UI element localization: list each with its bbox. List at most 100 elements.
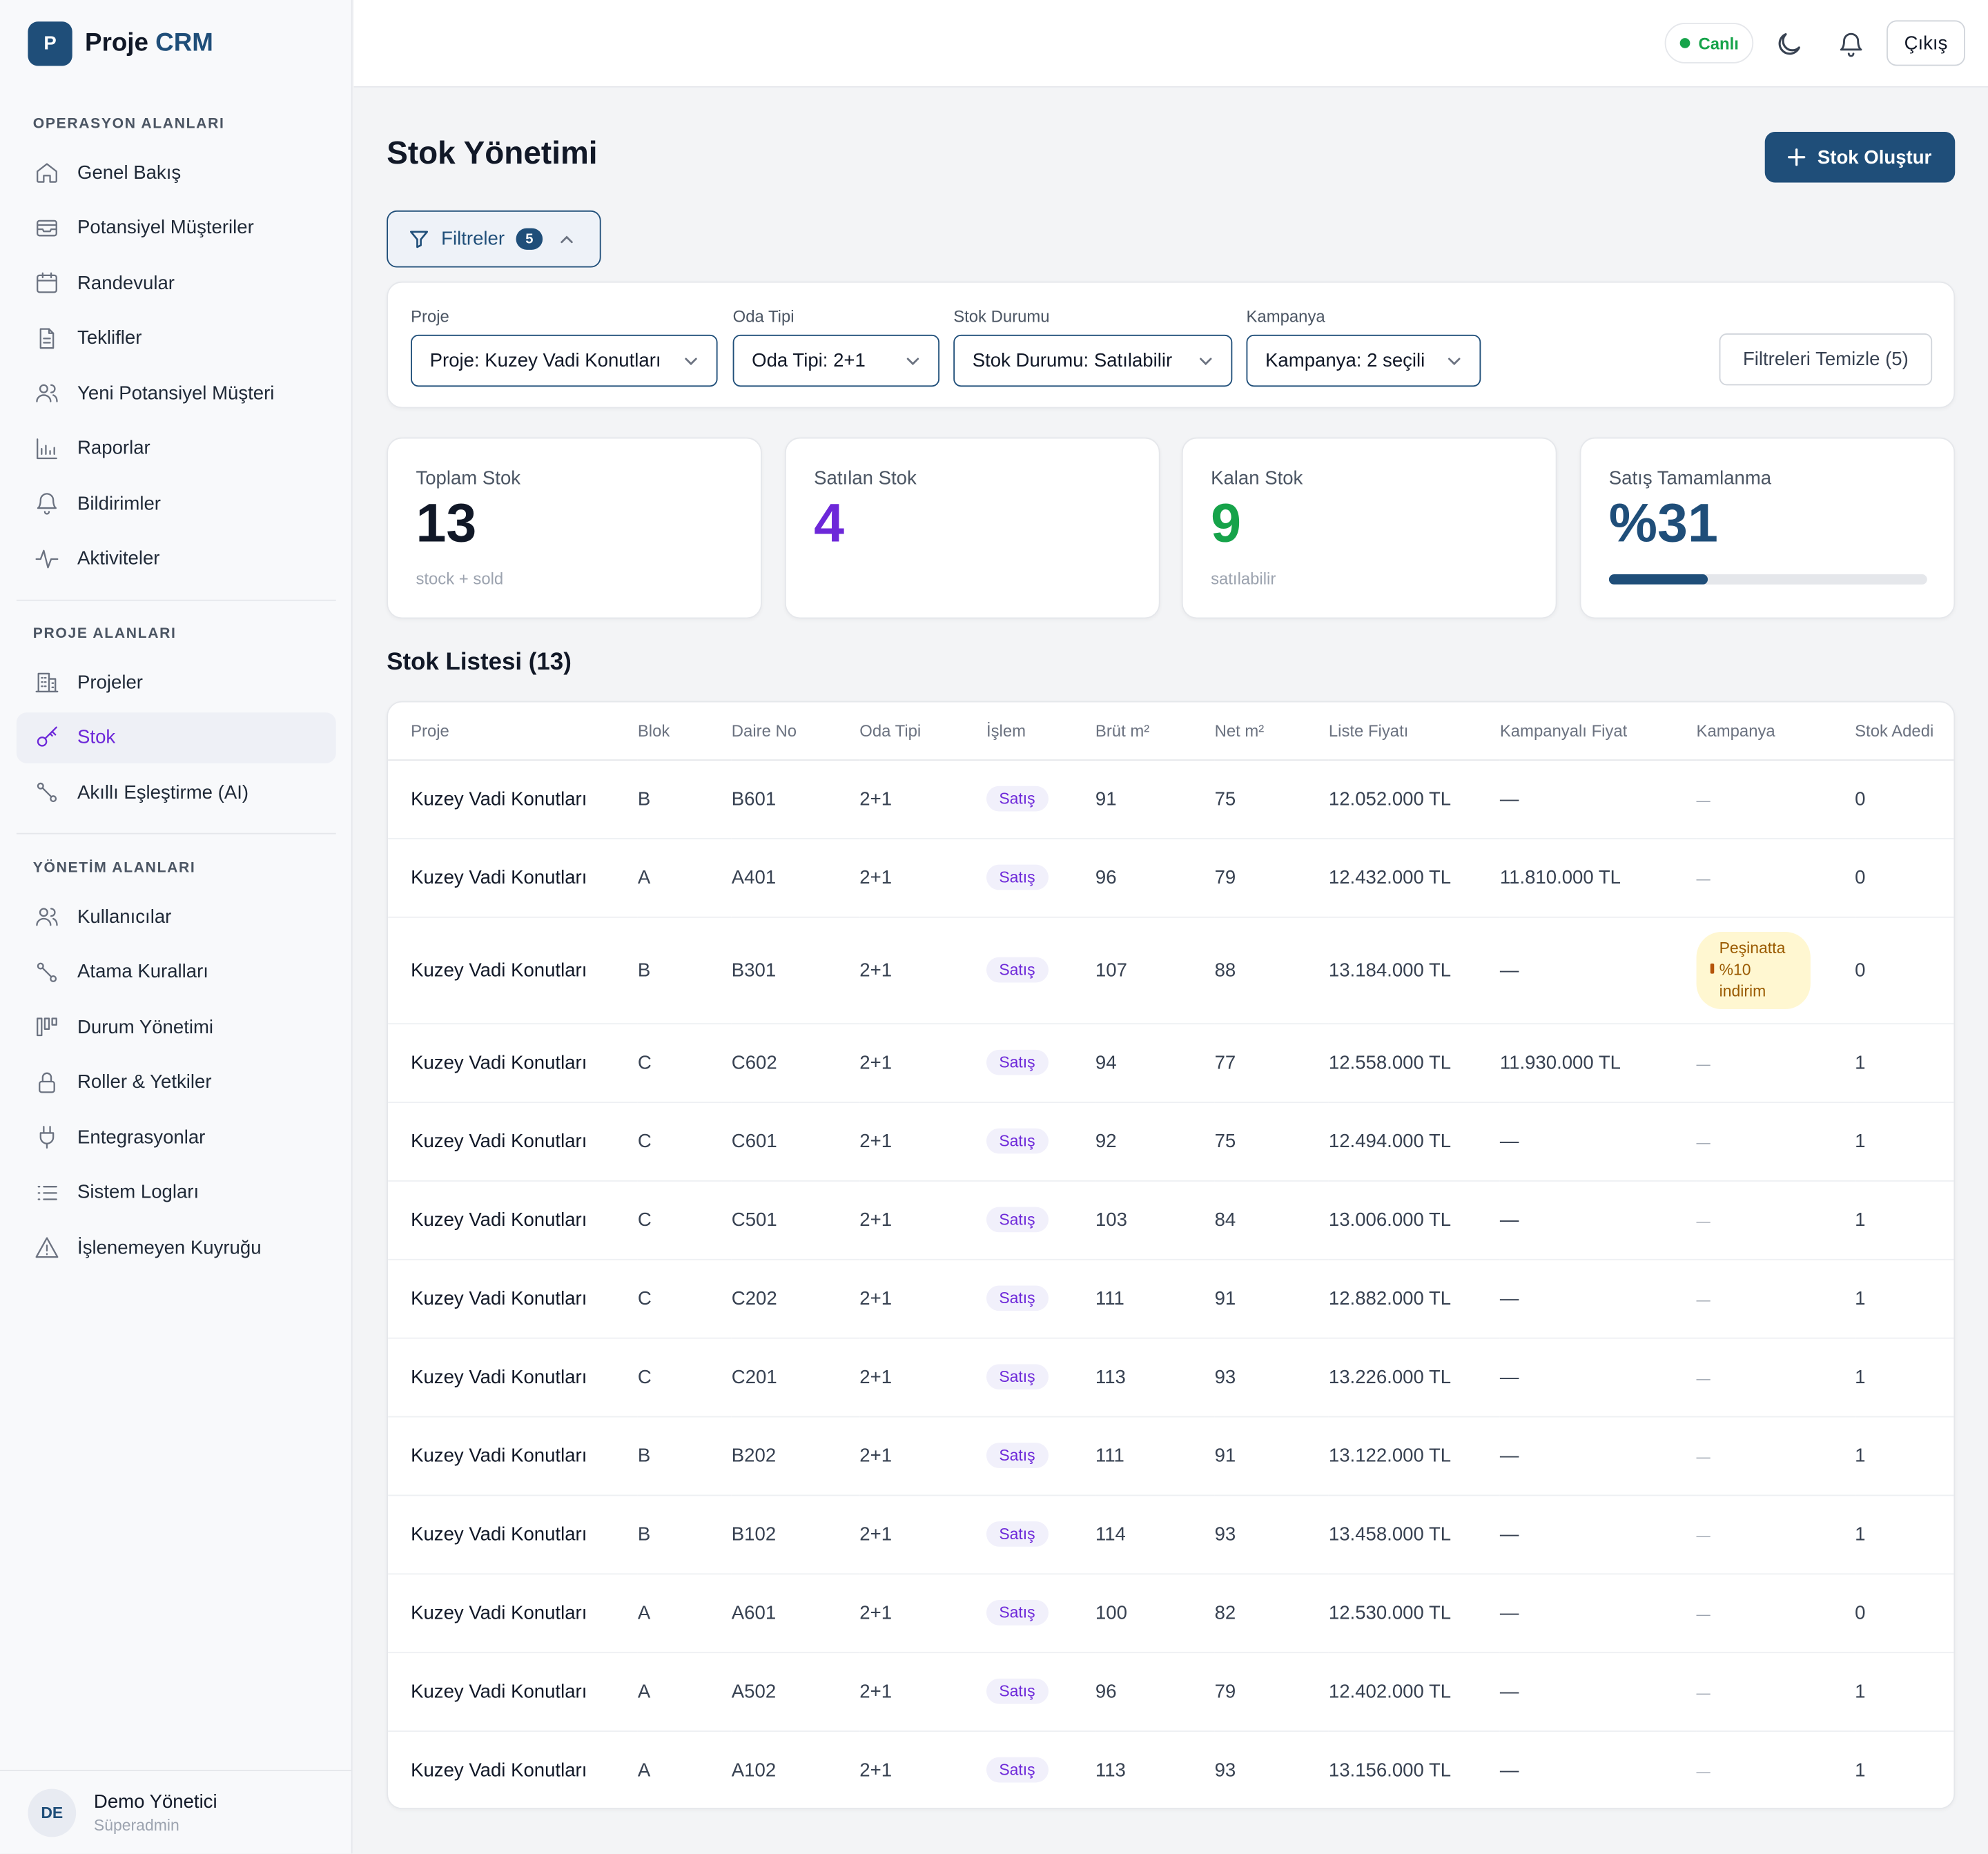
- sidebar-item-teklifler[interactable]: Teklifler: [17, 313, 336, 363]
- notification-bell-icon[interactable]: [1837, 29, 1864, 59]
- operation-badge: Satış: [986, 1678, 1049, 1704]
- moon-icon[interactable]: [1774, 29, 1804, 59]
- cell-project-text: Kuzey Vadi Konutları: [411, 1523, 587, 1545]
- sidebar-item-genel-bakış[interactable]: Genel Bakış: [17, 147, 336, 197]
- cell-gross-area-text: 107: [1095, 959, 1127, 981]
- cell-net-area: 93: [1214, 1494, 1329, 1574]
- table-row[interactable]: Kuzey Vadi Konutları B B301 2+1 Satış 107 88 13…: [388, 916, 1954, 1024]
- cell-unit-no-text: C602: [731, 1051, 777, 1073]
- sidebar-item-label: Akıllı Eşleştirme (AI): [77, 781, 249, 803]
- table-row[interactable]: Kuzey Vadi Konutları A A502 2+1 Satış 96 79 12.…: [388, 1652, 1954, 1732]
- cell-project-text: Kuzey Vadi Konutları: [411, 1287, 587, 1309]
- column-header[interactable]: Brüt m²: [1095, 702, 1215, 761]
- cell-stock-count: 1: [1855, 1180, 1954, 1260]
- logout-button[interactable]: Çıkış: [1887, 20, 1965, 66]
- stock-status-select[interactable]: Stok Durumu: Satılabilir: [953, 334, 1233, 387]
- brand[interactable]: P Proje CRM: [28, 21, 213, 66]
- sidebar-item-roller-yetkiler[interactable]: Roller & Yetkiler: [17, 1057, 336, 1107]
- column-header[interactable]: Blok: [637, 702, 732, 761]
- cell-stock-count: 1: [1855, 1337, 1954, 1417]
- table-row[interactable]: Kuzey Vadi Konutları A A102 2+1 Satış 113 93 13…: [388, 1730, 1954, 1808]
- column-header[interactable]: Oda Tipi: [859, 702, 986, 761]
- cell-campaign-price: 11.930.000 TL: [1499, 1023, 1697, 1103]
- campaign-empty: —: [1696, 1528, 1711, 1544]
- cell-unit-no-text: A601: [731, 1601, 777, 1623]
- table-row[interactable]: Kuzey Vadi Konutları C C202 2+1 Satış 111 91 12…: [388, 1258, 1954, 1338]
- sidebar-item-projeler[interactable]: Projeler: [17, 656, 336, 707]
- cell-operation: Satış: [986, 1102, 1095, 1181]
- sidebar-item-durum-yönetimi[interactable]: Durum Yönetimi: [17, 1002, 336, 1052]
- filter-campaign: Kampanya Kampanya: 2 seçili: [1246, 306, 1481, 387]
- cell-room-type: 2+1: [859, 838, 986, 917]
- table-row[interactable]: Kuzey Vadi Konutları B B102 2+1 Satış 114 93 13…: [388, 1494, 1954, 1574]
- table-row[interactable]: Kuzey Vadi Konutları A A401 2+1 Satış 96 79 12.…: [388, 838, 1954, 917]
- table-row[interactable]: Kuzey Vadi Konutları B B202 2+1 Satış 111 91 13…: [388, 1416, 1954, 1496]
- cell-net-area: 88: [1214, 916, 1329, 1024]
- sidebar-item-label: Atama Kuralları: [77, 961, 208, 983]
- cell-room-type-text: 2+1: [859, 1287, 893, 1309]
- cell-campaign: —: [1696, 1258, 1855, 1338]
- user-profile[interactable]: DE Demo Yönetici Süperadmin: [0, 1770, 353, 1853]
- sidebar-item-yeni-potansiyel-müşteri[interactable]: Yeni Potansiyel Müşteri: [17, 368, 336, 418]
- table-row[interactable]: Kuzey Vadi Konutları C C501 2+1 Satış 103 84 13…: [388, 1180, 1954, 1260]
- cell-stock-count: 1: [1855, 1652, 1954, 1732]
- cell-project-text: Kuzey Vadi Konutları: [411, 1130, 587, 1152]
- cell-block: C: [637, 1180, 732, 1260]
- cell-net-area: 75: [1214, 759, 1329, 839]
- sidebar-item-bildirimler[interactable]: Bildirimler: [17, 478, 336, 528]
- table-row[interactable]: Kuzey Vadi Konutları C C601 2+1 Satış 92 75 12.…: [388, 1102, 1954, 1181]
- campaign-select[interactable]: Kampanya: 2 seçili: [1246, 334, 1481, 387]
- sidebar-item-kullanıcılar[interactable]: Kullanıcılar: [17, 891, 336, 941]
- activity-icon: [35, 546, 60, 572]
- column-header[interactable]: Proje: [388, 702, 638, 761]
- sidebar-item-sistem-logları[interactable]: Sistem Logları: [17, 1167, 336, 1218]
- sidebar-item-label: Entegrasyonlar: [77, 1126, 206, 1149]
- cell-room-type: 2+1: [859, 1573, 986, 1653]
- project-select[interactable]: Proje: Kuzey Vadi Konutları: [411, 334, 718, 387]
- cell-operation: Satış: [986, 838, 1095, 917]
- operation-badge: Satış: [986, 1599, 1049, 1626]
- page-title: Stok Yönetimi: [387, 135, 598, 171]
- nav-section-title: YÖNETİM ALANLARI: [32, 861, 196, 877]
- cell-list-price-text: 13.184.000 TL: [1328, 959, 1452, 981]
- filters-toggle-button[interactable]: Filtreler 5: [387, 210, 601, 268]
- sidebar-item-entegrasyonlar[interactable]: Entegrasyonlar: [17, 1112, 336, 1162]
- column-header[interactable]: Net m²: [1214, 702, 1329, 761]
- column-header[interactable]: Kampanya: [1696, 702, 1855, 761]
- cell-unit-no-text: B301: [731, 959, 777, 981]
- sidebar-item-atama-kuralları[interactable]: Atama Kuralları: [17, 946, 336, 997]
- column-header[interactable]: Daire No: [731, 702, 860, 761]
- create-stock-button[interactable]: Stok Oluştur: [1764, 132, 1956, 183]
- table-row[interactable]: Kuzey Vadi Konutları C C201 2+1 Satış 113 93 13…: [388, 1337, 1954, 1417]
- campaign-badge: Peşinatta %10 indirim: [1696, 931, 1811, 1009]
- cell-list-price: 13.156.000 TL: [1328, 1730, 1500, 1808]
- cell-operation: Satış: [986, 759, 1095, 839]
- cell-gross-area-text: 94: [1095, 1051, 1117, 1073]
- clear-filters-button[interactable]: Filtreleri Temizle (5): [1719, 333, 1933, 386]
- cell-gross-area: 103: [1095, 1180, 1215, 1260]
- sidebar-item-aktiviteler[interactable]: Aktiviteler: [17, 533, 336, 583]
- column-header[interactable]: Kampanyalı Fiyat: [1499, 702, 1697, 761]
- column-header[interactable]: İşlem: [986, 702, 1095, 761]
- sidebar-item-i-şlenemeyen-kuyruğu[interactable]: İşlenemeyen Kuyruğu: [17, 1222, 336, 1273]
- cell-gross-area: 113: [1095, 1730, 1215, 1808]
- lock-icon: [35, 1069, 60, 1095]
- cell-stock-count-text: 1: [1855, 1209, 1866, 1231]
- cell-room-type-text: 2+1: [859, 1444, 893, 1467]
- cell-unit-no: C202: [731, 1258, 860, 1338]
- sidebar-item-akıllı-eşleştirme-ai[interactable]: Akıllı Eşleştirme (AI): [17, 767, 336, 817]
- table-row[interactable]: Kuzey Vadi Konutları A A601 2+1 Satış 100 82 12…: [388, 1573, 1954, 1653]
- table-row[interactable]: Kuzey Vadi Konutları C C602 2+1 Satış 94 77 12.…: [388, 1023, 1954, 1103]
- cell-net-area-text: 93: [1214, 1759, 1236, 1781]
- room-type-select[interactable]: Oda Tipi: 2+1: [732, 334, 940, 387]
- sidebar-item-stok[interactable]: Stok: [16, 712, 336, 763]
- sidebar-item-raporlar[interactable]: Raporlar: [17, 423, 336, 474]
- cell-stock-count: 0: [1855, 1573, 1954, 1653]
- sidebar-item-randevular[interactable]: Randevular: [17, 257, 336, 308]
- cell-room-type: 2+1: [859, 916, 986, 1024]
- sidebar-item-potansiyel-müşteriler[interactable]: Potansiyel Müşteriler: [17, 202, 336, 253]
- column-header[interactable]: Stok Adedi: [1855, 702, 1954, 761]
- table-row[interactable]: Kuzey Vadi Konutları B B601 2+1 Satış 91 75 12.…: [388, 759, 1954, 839]
- column-header[interactable]: Liste Fiyatı: [1328, 702, 1500, 761]
- cell-room-type-text: 2+1: [859, 1130, 893, 1152]
